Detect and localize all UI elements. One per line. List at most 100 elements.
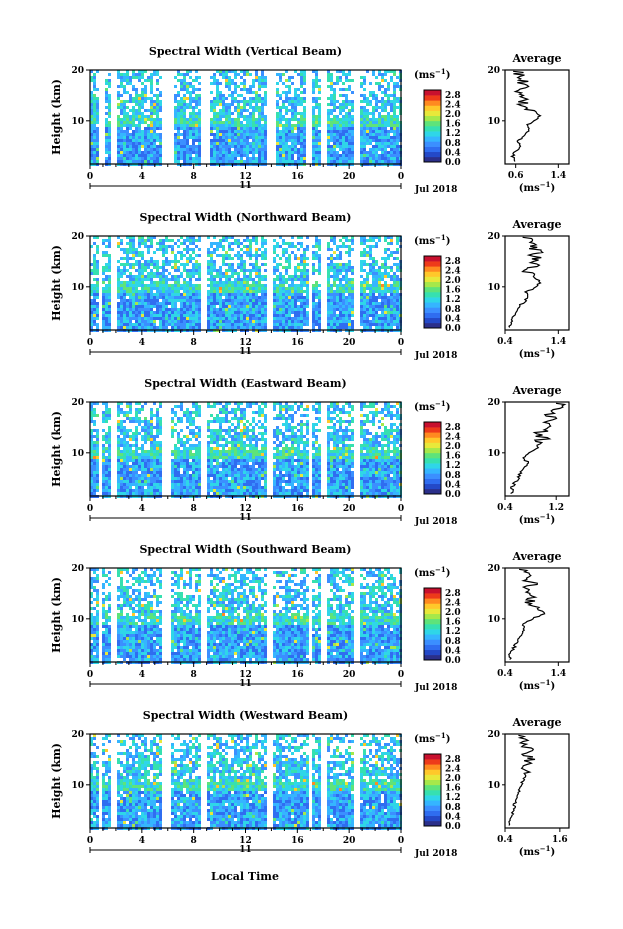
heatmap-cell	[240, 323, 243, 326]
heatmap-cell	[276, 94, 279, 97]
heatmap-cell	[330, 76, 333, 79]
heatmap-cell	[228, 106, 231, 109]
heatmap-cell	[222, 323, 225, 326]
heatmap-cell	[150, 420, 153, 423]
heatmap-cell	[126, 142, 129, 145]
heatmap-cell	[192, 97, 195, 100]
heatmap-cell	[330, 314, 333, 317]
heatmap-cell	[216, 142, 219, 145]
heatmap-cell	[219, 100, 222, 103]
heatmap-cell	[297, 257, 300, 260]
heatmap-cell	[276, 242, 279, 245]
heatmap-cell	[96, 281, 99, 284]
heatmap-cell	[132, 106, 135, 109]
heatmap-cell	[369, 251, 372, 254]
heatmap-cell	[339, 281, 342, 284]
heatmap-cell	[351, 408, 354, 411]
heatmap-cell	[285, 85, 288, 88]
heatmap-cell	[327, 103, 330, 106]
heatmap-cell	[297, 308, 300, 311]
heatmap-cell	[213, 263, 216, 266]
colorbar-segment	[424, 271, 441, 276]
heatmap-cell	[132, 257, 135, 260]
heatmap-cell	[312, 311, 315, 314]
heatmap-cell	[249, 245, 252, 248]
heatmap-cell	[213, 154, 216, 157]
y-tick-label: 10	[71, 283, 84, 293]
heatmap-cell	[282, 293, 285, 296]
heatmap-cell	[150, 85, 153, 88]
heatmap-cell	[168, 245, 171, 248]
heatmap-cell	[276, 112, 279, 115]
heatmap-cell	[279, 157, 282, 160]
heatmap-cell	[135, 275, 138, 278]
heatmap-cell	[141, 305, 144, 308]
heatmap-cell	[345, 266, 348, 269]
heatmap-cell	[366, 272, 369, 275]
heatmap-cell	[216, 308, 219, 311]
heatmap-cell	[105, 124, 108, 127]
heatmap-cell	[333, 118, 336, 121]
heatmap-cell	[174, 305, 177, 308]
heatmap-cell	[312, 154, 315, 157]
heatmap-cell	[297, 73, 300, 76]
heatmap-cell	[312, 326, 315, 329]
heatmap-cell	[228, 136, 231, 139]
heatmap-cell	[138, 100, 141, 103]
heatmap-cell	[273, 314, 276, 317]
heatmap-cell	[186, 311, 189, 314]
heatmap-cell	[234, 290, 237, 293]
heatmap-cell	[213, 142, 216, 145]
heatmap-cell	[147, 142, 150, 145]
heatmap-cell	[213, 106, 216, 109]
heatmap-cell	[315, 139, 318, 142]
heatmap-cell	[300, 305, 303, 308]
heatmap-cell	[138, 112, 141, 115]
heatmap-cell	[252, 91, 255, 94]
heatmap-cell	[336, 106, 339, 109]
heatmap-cell	[237, 290, 240, 293]
heatmap-cell	[261, 142, 264, 145]
heatmap-cell	[330, 82, 333, 85]
heatmap-cell	[294, 245, 297, 248]
heatmap-cell	[126, 308, 129, 311]
heatmap-cell	[258, 320, 261, 323]
heatmap-cell	[258, 272, 261, 275]
heatmap-cell	[258, 305, 261, 308]
heatmap-cell	[333, 106, 336, 109]
heatmap-cell	[150, 124, 153, 127]
heatmap-cell	[258, 106, 261, 109]
heatmap-cell	[159, 142, 162, 145]
heatmap-cell	[174, 133, 177, 136]
heatmap-cell	[318, 91, 321, 94]
heatmap-cell	[234, 118, 237, 121]
heatmap-cell	[222, 293, 225, 296]
heatmap-cell	[333, 281, 336, 284]
heatmap-cell	[261, 160, 264, 163]
heatmap-cell	[279, 308, 282, 311]
heatmap-cell	[276, 314, 279, 317]
heatmap-cell	[327, 136, 330, 139]
heatmap-cell	[345, 302, 348, 305]
heatmap-cell	[195, 79, 198, 82]
heatmap-cell	[231, 411, 234, 414]
heatmap-cell	[216, 281, 219, 284]
heatmap-cell	[378, 106, 381, 109]
heatmap-cell	[132, 420, 135, 423]
heatmap-cell	[192, 257, 195, 260]
heatmap-cell	[279, 299, 282, 302]
heatmap-cell	[342, 299, 345, 302]
heatmap-cell	[126, 112, 129, 115]
heatmap-cell	[369, 314, 372, 317]
heatmap-cell	[231, 160, 234, 163]
heatmap-cell	[351, 136, 354, 139]
heatmap-cell	[198, 311, 201, 314]
heatmap-cell	[141, 290, 144, 293]
heatmap-cell	[237, 420, 240, 423]
heatmap-cell	[195, 314, 198, 317]
heatmap-cell	[243, 100, 246, 103]
heatmap-cell	[123, 296, 126, 299]
heatmap-cell	[240, 420, 243, 423]
heatmap-cell	[186, 127, 189, 130]
heatmap-cell	[261, 251, 264, 254]
